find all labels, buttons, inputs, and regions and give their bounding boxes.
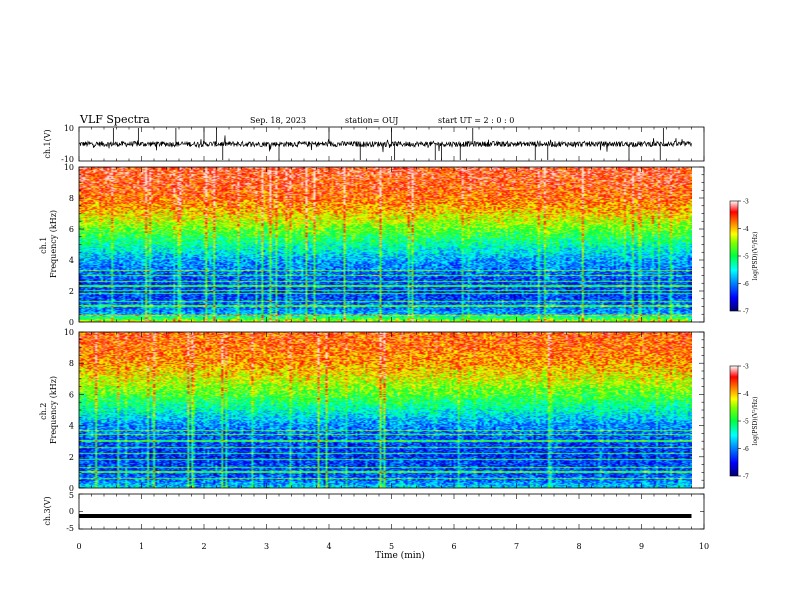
ch1-ytick-bottom: -10 xyxy=(61,155,74,164)
ch1-x-ticks xyxy=(78,127,705,161)
ch3-ytick-bottom: -5 xyxy=(66,524,74,533)
time-tick-label: 10 xyxy=(699,542,709,551)
time-tick-label: 6 xyxy=(451,542,456,551)
ch1-ytick-top: 10 xyxy=(64,124,74,133)
ch1-colorbar: -3 -4 -5 -6 -7 log(PSD)(V²/Hz) xyxy=(729,199,759,316)
ch1-frequency-ytick-label: 10 xyxy=(64,163,74,172)
ch3-waveform-panel: 5 0 -5 ch.3(V) 0 1 2 3 4 5 6 7 8 9 10 Time (min) xyxy=(43,491,709,561)
time-tick-label: 0 xyxy=(76,542,81,551)
ch2-frequency-label: Frequency (kHz) xyxy=(49,376,58,444)
time-tick-label: 4 xyxy=(326,542,331,551)
ch1-colorbar-tick-label: -7 xyxy=(743,309,749,316)
ch1-frequency-tick-labels: 0 2 4 6 8 10 xyxy=(64,163,704,327)
ch1-colorbar-tick-label: -6 xyxy=(743,281,749,288)
ch2-frequency-ytick-label: 8 xyxy=(69,359,74,368)
ch2-spectrogram-image xyxy=(79,332,692,488)
ch3-panel-frame xyxy=(78,493,705,530)
ch2-spectrogram-panel: 0 2 4 6 8 10 ch.2 Frequency (kHz) xyxy=(39,328,705,493)
ch1-channel-label: ch.1 xyxy=(39,237,48,254)
time-tick-label: 7 xyxy=(514,542,519,551)
ch1-spectrogram-ylabel: ch.1 Frequency (kHz) xyxy=(39,210,58,278)
ch3-ytick-mid: 0 xyxy=(69,507,74,516)
start-time-label: start UT = 2 : 0 : 0 xyxy=(438,116,514,125)
ch1-colorbar-bar xyxy=(729,200,739,312)
ch2-colorbar-tick-label: -4 xyxy=(743,391,749,398)
time-axis-label: Time (min) xyxy=(375,550,425,561)
ch3-ytick-top: 5 xyxy=(69,491,74,500)
time-tick-label: 8 xyxy=(576,542,581,551)
ch1-waveform-panel: 10 -10 ch.1(V) xyxy=(43,124,705,164)
ch1-noise-trace xyxy=(78,135,692,153)
ch2-spectrogram-ylabel: ch.2 Frequency (kHz) xyxy=(39,376,58,444)
ch1-spectrogram-ticks xyxy=(78,167,705,322)
ch3-x-ticks xyxy=(78,493,705,530)
ch2-frequency-tick-labels: 0 2 4 6 8 10 xyxy=(64,328,704,493)
ch2-frequency-ytick-label: 10 xyxy=(64,328,74,337)
ch2-spectrogram-ticks xyxy=(78,332,705,488)
time-tick-label: 9 xyxy=(639,542,644,551)
ch2-channel-label: ch.2 xyxy=(39,403,48,420)
ch2-frequency-ytick-label: 4 xyxy=(69,422,74,431)
ch2-colorbar-bar xyxy=(729,365,739,477)
time-tick-label: 2 xyxy=(201,542,206,551)
ch1-spectrogram-panel: 0 2 4 6 8 10 ch.1 Frequency (kHz) xyxy=(39,163,705,327)
ch1-spectrogram-image xyxy=(79,167,692,322)
time-tick-label: 1 xyxy=(139,542,144,551)
ch1-frequency-ytick-label: 2 xyxy=(69,287,74,296)
ch3-ylabel: ch.3(V) xyxy=(43,496,52,525)
ch1-frequency-ytick-label: 6 xyxy=(69,225,74,234)
ch2-colorbar-tick-label: -7 xyxy=(743,474,749,481)
time-tick-label: 3 xyxy=(264,542,269,551)
ch2-colorbar-tick-label: -3 xyxy=(743,364,749,371)
ch2-colorbar-tick-label: -6 xyxy=(743,446,749,453)
time-axis-tick-labels: 0 1 2 3 4 5 6 7 8 9 10 xyxy=(76,542,709,551)
ch2-colorbar-label: log(PSD)(V²/Hz) xyxy=(752,397,759,446)
ch1-colorbar-tick-label: -4 xyxy=(743,226,749,233)
ch2-frequency-ytick-label: 6 xyxy=(69,390,74,399)
figure-title: VLF Spectra xyxy=(79,113,150,126)
time-tick-label: 5 xyxy=(389,542,394,551)
ch1-frequency-ytick-label: 4 xyxy=(69,256,74,265)
date-label: Sep. 18, 2023 xyxy=(250,116,306,125)
ch1-ylabel: ch.1(V) xyxy=(43,129,52,158)
ch1-frequency-ytick-label: 0 xyxy=(69,318,74,327)
ch1-colorbar-tick-label: -5 xyxy=(743,254,749,261)
ch2-colorbar-tick-label: -5 xyxy=(743,419,749,426)
station-label: station= OUJ xyxy=(345,116,398,125)
ch1-waveform-line xyxy=(78,128,692,160)
ch1-colorbar-label: log(PSD)(V²/Hz) xyxy=(752,232,759,281)
ch1-frequency-ytick-label: 8 xyxy=(69,194,74,203)
ch1-colorbar-tick-label: -3 xyxy=(743,199,749,206)
ch2-frequency-ytick-label: 0 xyxy=(69,484,74,493)
ch1-frequency-label: Frequency (kHz) xyxy=(49,210,58,278)
ch2-frequency-ytick-label: 2 xyxy=(69,453,74,462)
ch2-colorbar: -3 -4 -5 -6 -7 log(PSD)(V²/Hz) xyxy=(729,364,759,481)
